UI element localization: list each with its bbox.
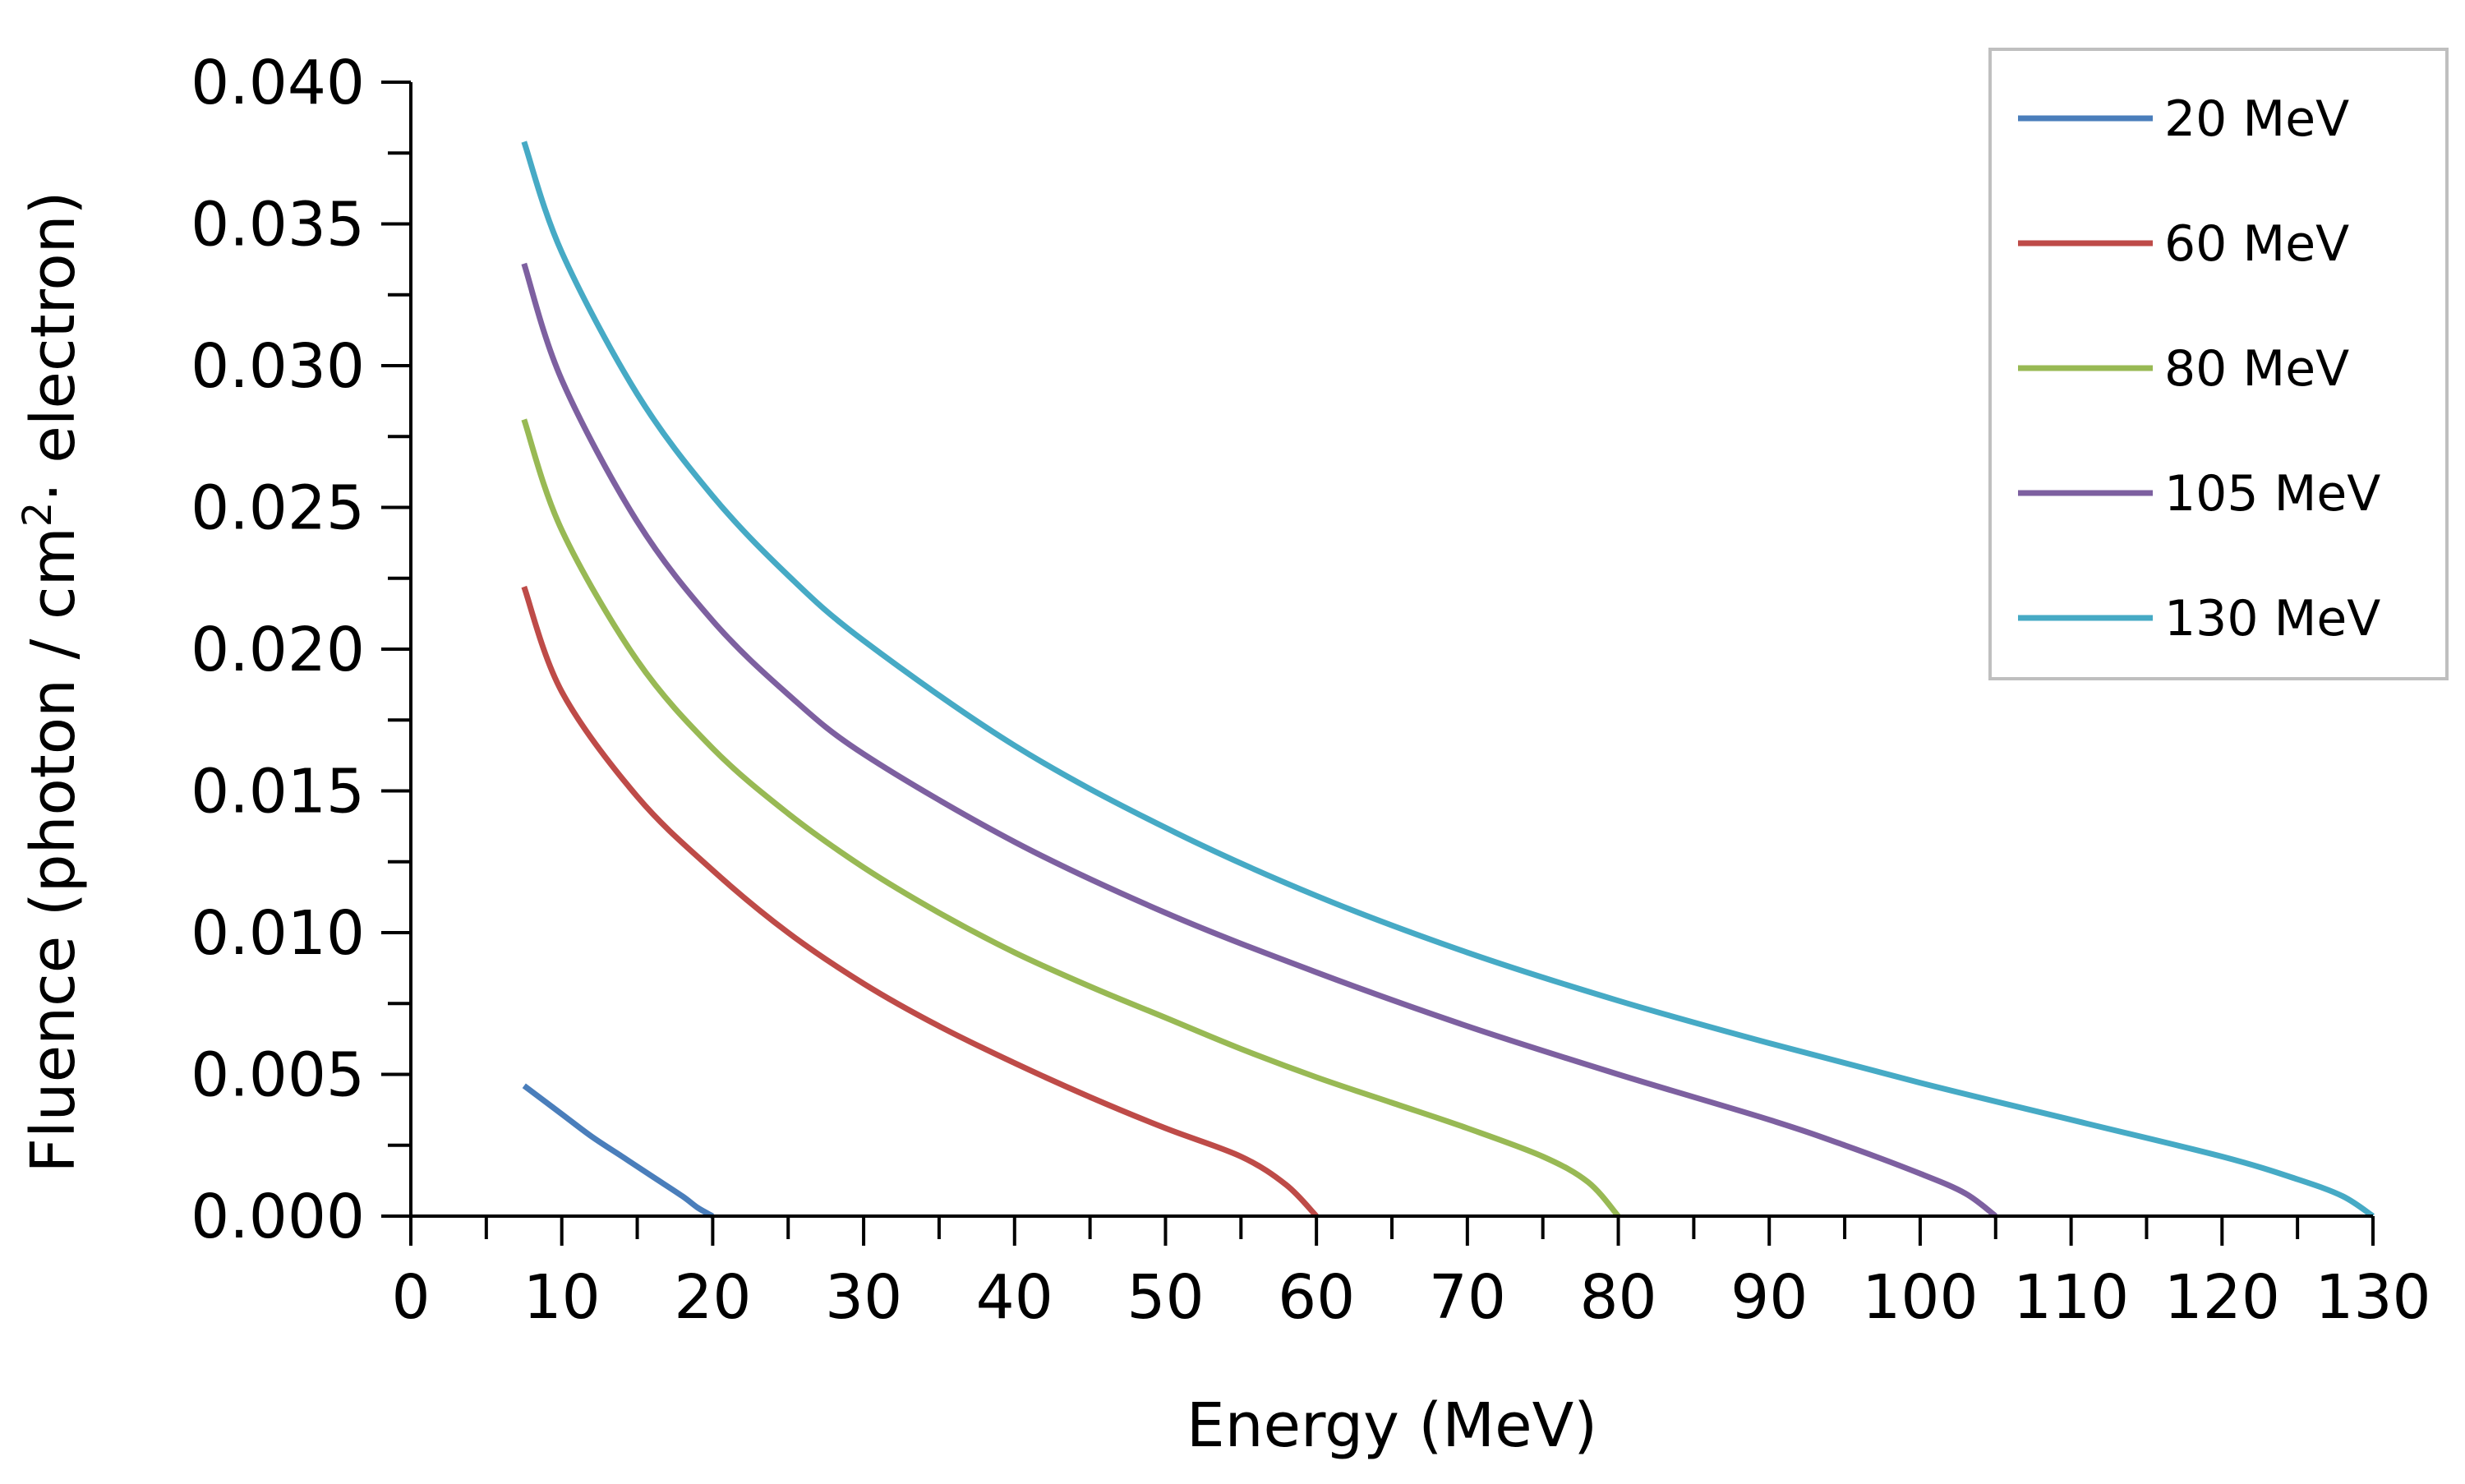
x-tick-label: 90 (1730, 1262, 1808, 1333)
legend-box (1988, 48, 2449, 680)
y-axis-title-tail: · electron) (18, 191, 89, 502)
series-group (521, 141, 2375, 1219)
x-tick-label: 40 (976, 1262, 1053, 1333)
legend-label-105-mev: 105 MeV (2164, 465, 2380, 523)
y-tick-label: 0.040 (191, 48, 365, 118)
x-tick-label: 110 (2013, 1262, 2129, 1333)
series-line-130-mev (521, 141, 2375, 1219)
x-tick-label: 60 (1278, 1262, 1355, 1333)
y-tick-label: 0.035 (191, 190, 365, 260)
y-tick-label: 0.015 (191, 757, 365, 827)
x-tick-label: 100 (1862, 1262, 1978, 1333)
series-line-105-mev (521, 262, 1997, 1219)
y-tick-label: 0.010 (191, 898, 365, 969)
x-tick-label: 0 (391, 1262, 430, 1333)
x-tick-label: 130 (2315, 1262, 2430, 1333)
x-tick-label: 20 (674, 1262, 751, 1333)
x-tick-label: 30 (825, 1262, 902, 1333)
x-tick-label: 10 (523, 1262, 601, 1333)
y-axis-title: Fluence (photon / cm2· electron) (15, 191, 89, 1173)
y-tick-label: 0.030 (191, 331, 365, 402)
x-tick-label: 70 (1429, 1262, 1506, 1333)
y-tick-label: 0.000 (191, 1182, 365, 1252)
axes (381, 81, 2375, 1246)
series-line-80-mev (521, 418, 1621, 1219)
y-axis-title-superscript: 2 (15, 502, 61, 528)
legend-label-20-mev: 20 MeV (2164, 90, 2349, 148)
legend-label-130-mev: 130 MeV (2164, 590, 2380, 648)
x-tick-label: 120 (2164, 1262, 2280, 1333)
y-axis-title-main: Fluence (photon / cm (18, 527, 89, 1173)
legend: 20 MeV 60 MeV 80 MeV 105 MeV 130 MeV (1988, 48, 2449, 680)
y-tick-label: 0.005 (191, 1040, 365, 1111)
x-tick-label: 80 (1579, 1262, 1656, 1333)
legend-label-80-mev: 80 MeV (2164, 340, 2349, 398)
series-line-20-mev (522, 1083, 715, 1219)
series-line-60-mev (521, 585, 1319, 1219)
y-tick-label: 0.020 (191, 615, 365, 685)
x-axis-title: Energy (MeV) (1186, 1390, 1597, 1461)
legend-label-60-mev: 60 MeV (2164, 215, 2349, 273)
tick-labels: 0 10 20 30 40 50 60 70 80 90 100 110 120 130 0.000 0.00… (191, 48, 2430, 1333)
y-tick-label: 0.025 (191, 473, 365, 544)
x-tick-label: 50 (1127, 1262, 1204, 1333)
